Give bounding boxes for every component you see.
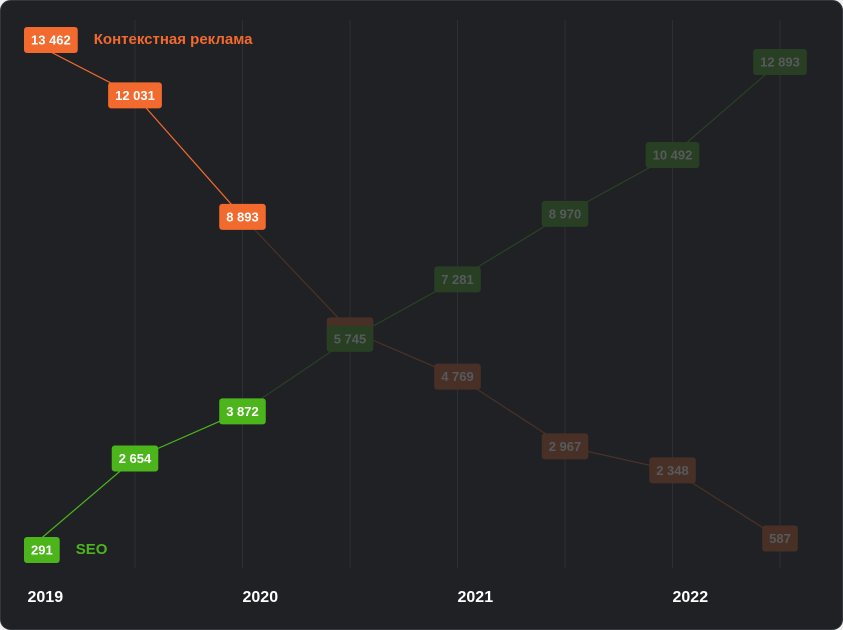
value-label: 2 348 bbox=[656, 463, 689, 478]
x-tick-label: 2019 bbox=[28, 589, 64, 606]
point-box bbox=[108, 82, 162, 109]
value-label: 587 bbox=[769, 531, 791, 546]
point-box bbox=[24, 537, 60, 563]
value-label: 2 654 bbox=[119, 451, 152, 466]
point-label: 291 bbox=[24, 537, 60, 563]
series-line-segment bbox=[242, 216, 351, 331]
point-label: 2 348 bbox=[649, 457, 696, 484]
series-line-segment bbox=[27, 458, 136, 551]
value-label: 7 281 bbox=[441, 272, 474, 287]
point-box bbox=[326, 325, 374, 352]
point-box bbox=[434, 266, 481, 293]
point-box bbox=[645, 142, 700, 169]
point-label: 2 654 bbox=[111, 445, 159, 472]
point-box bbox=[541, 200, 589, 227]
point-label: 12 893 bbox=[753, 49, 807, 76]
value-label: 291 bbox=[31, 542, 53, 557]
point-label: 8 893 bbox=[219, 203, 266, 230]
point-box bbox=[762, 525, 798, 552]
point-box bbox=[541, 433, 589, 460]
point-label: 13 462 bbox=[24, 27, 78, 53]
point-label: 10 492 bbox=[645, 142, 700, 169]
value-label: 12 893 bbox=[760, 54, 800, 69]
point-label: 12 031 bbox=[108, 82, 162, 109]
point-label: 4 769 bbox=[434, 363, 481, 390]
x-tick-label: 2022 bbox=[673, 589, 709, 606]
point-box bbox=[753, 49, 807, 76]
value-label: 8 970 bbox=[549, 206, 582, 221]
legend-label: Контекстная реклама bbox=[94, 31, 253, 48]
value-label: 8 893 bbox=[226, 209, 259, 224]
point-label: 2 967 bbox=[541, 433, 589, 460]
x-tick-label: 2021 bbox=[458, 589, 494, 606]
series-line-segment bbox=[134, 95, 243, 218]
point-box bbox=[219, 398, 266, 425]
point-label: 8 970 bbox=[541, 200, 589, 227]
x-tick-label: 2020 bbox=[243, 589, 279, 606]
value-label: 10 492 bbox=[653, 147, 693, 162]
point-label: 587 bbox=[762, 525, 798, 552]
value-label: 13 462 bbox=[31, 32, 71, 47]
point-box bbox=[649, 457, 696, 484]
point-box bbox=[111, 445, 159, 472]
point-box bbox=[219, 203, 266, 230]
point-box bbox=[24, 27, 78, 53]
value-label: 4 769 bbox=[441, 369, 474, 384]
point-box bbox=[434, 363, 481, 390]
series-line-segment bbox=[672, 61, 781, 156]
value-label: 5 745 bbox=[334, 331, 367, 346]
value-label: 3 872 bbox=[226, 404, 259, 419]
value-label: 12 031 bbox=[115, 88, 155, 103]
point-label: 5 745 bbox=[326, 325, 374, 352]
point-label: 3 872 bbox=[219, 398, 266, 425]
legend-label: SEO bbox=[76, 541, 108, 558]
value-label: 2 967 bbox=[549, 439, 582, 454]
point-label: 7 281 bbox=[434, 266, 481, 293]
